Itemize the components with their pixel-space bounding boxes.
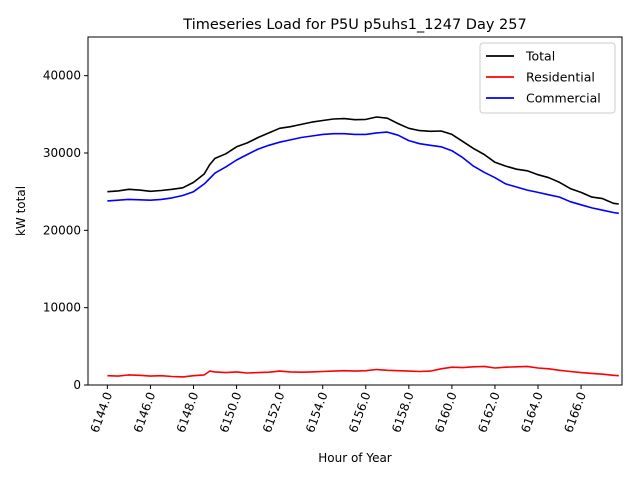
legend: Total Residential Commercial [479, 42, 616, 114]
series-line-total [107, 116, 619, 205]
y-tick-label: 30000 [43, 146, 81, 160]
y-tick-label: 0 [73, 378, 81, 392]
x-axis-title: Hour of Year [318, 451, 392, 465]
series-line-commercial [107, 131, 619, 215]
y-tick-label: 40000 [43, 69, 81, 83]
legend-label-total: Total [525, 49, 555, 64]
legend-box [479, 42, 616, 114]
y-tick-label: 10000 [43, 301, 81, 315]
chart-title: Timeseries Load for P5U p5uhs1_1247 Day … [182, 17, 526, 33]
legend-label-residential: Residential [526, 70, 595, 85]
y-tick-label: 20000 [43, 223, 81, 237]
legend-label-commercial: Commercial [526, 91, 601, 106]
axes-frame [87, 36, 623, 386]
series-layer [107, 116, 619, 378]
series-line-residential [107, 365, 619, 378]
y-axis-title: kW total [14, 186, 28, 236]
